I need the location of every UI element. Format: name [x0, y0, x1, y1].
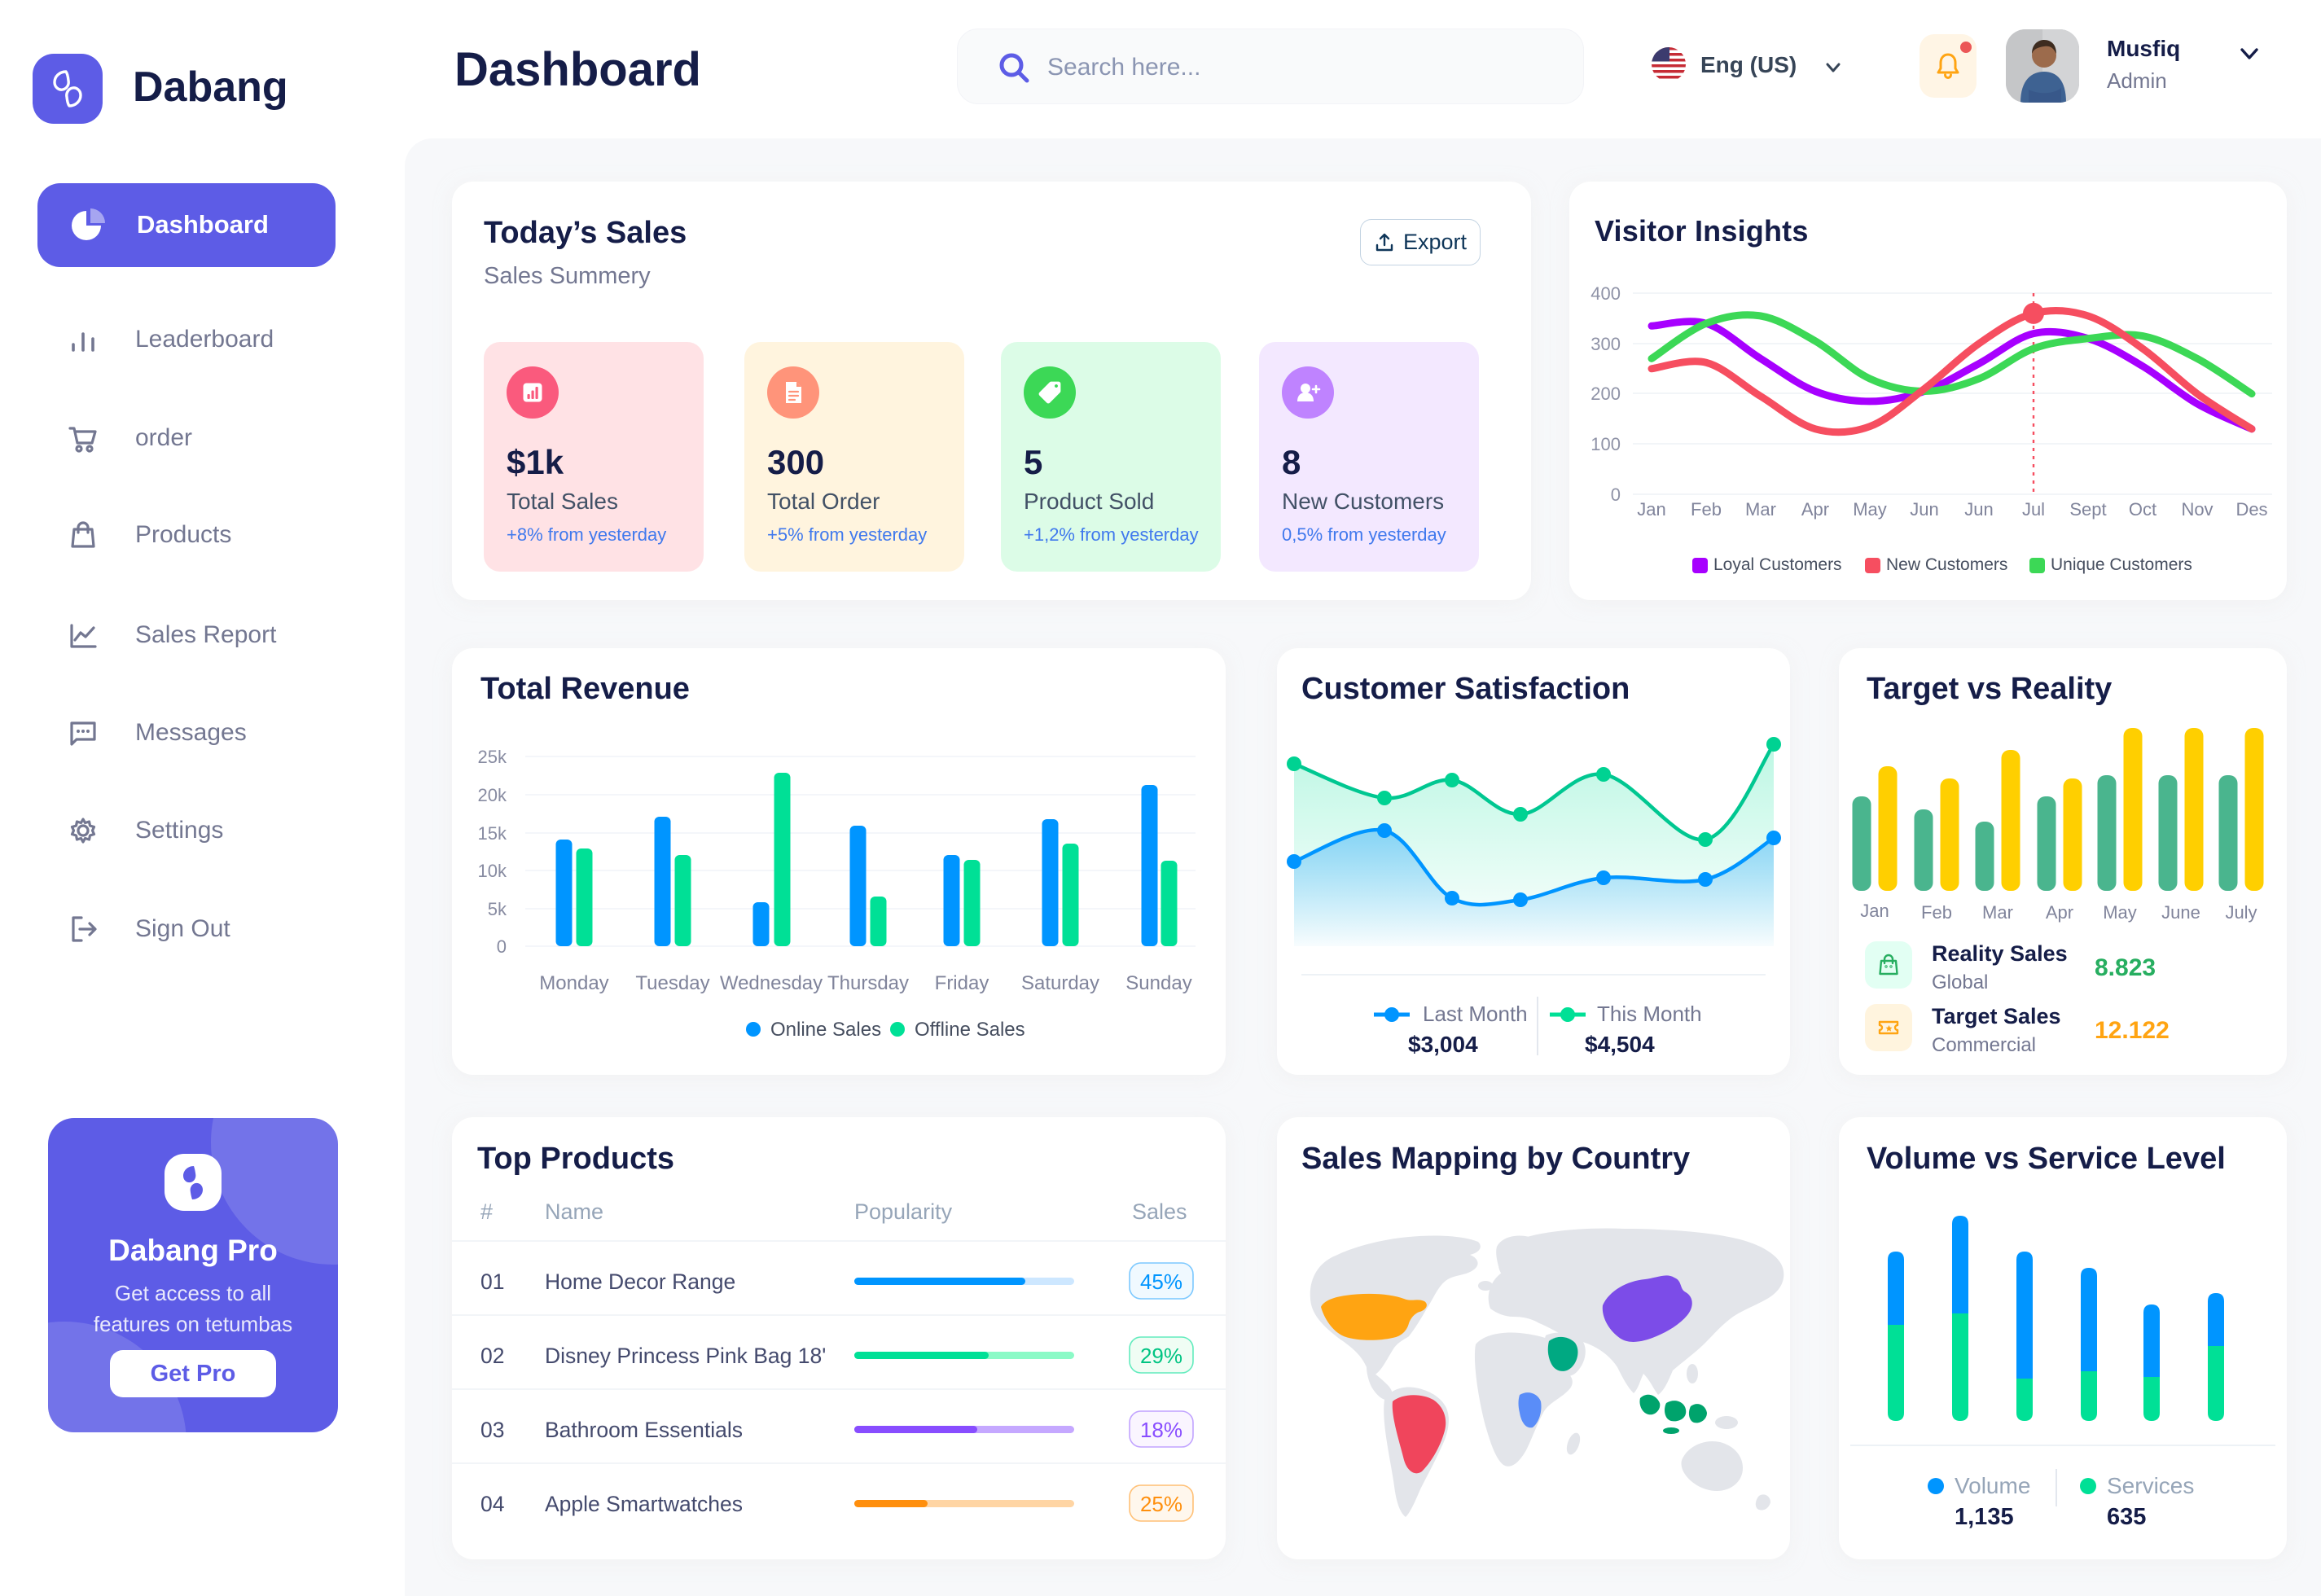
- svg-text:Loyal Customers: Loyal Customers: [1713, 555, 1842, 574]
- svg-text:03: 03: [480, 1418, 504, 1442]
- svg-text:Jul: Jul: [2022, 499, 2045, 520]
- svg-text:Sept: Sept: [2069, 499, 2106, 520]
- svg-text:0: 0: [497, 936, 507, 957]
- svg-text:Unique Customers: Unique Customers: [2051, 555, 2192, 574]
- svg-text:635: 635: [2107, 1504, 2146, 1530]
- svg-text:Name: Name: [545, 1199, 603, 1224]
- svg-text:Sales: Sales: [1132, 1199, 1187, 1224]
- svg-text:Disney Princess Pink Bag 18': Disney Princess Pink Bag 18': [545, 1344, 826, 1368]
- svg-text:45%: 45%: [1140, 1269, 1182, 1294]
- svg-text:Total Revenue: Total Revenue: [480, 672, 690, 706]
- svg-text:01: 01: [480, 1269, 504, 1294]
- svg-text:Bathroom Essentials: Bathroom Essentials: [545, 1418, 743, 1442]
- svg-text:Saturday: Saturday: [1021, 972, 1099, 994]
- svg-text:Popularity: Popularity: [854, 1199, 953, 1224]
- svg-text:Last Month: Last Month: [1423, 1002, 1528, 1026]
- svg-text:Apr: Apr: [1801, 499, 1829, 520]
- svg-text:Mar: Mar: [1745, 499, 1776, 520]
- svg-text:20k: 20k: [478, 785, 507, 805]
- svg-text:Home Decor Range: Home Decor Range: [545, 1269, 735, 1294]
- svg-text:Sunday: Sunday: [1125, 972, 1191, 994]
- svg-text:May: May: [2103, 902, 2137, 923]
- svg-text:$3,004: $3,004: [1408, 1032, 1478, 1057]
- svg-text:Apple Smartwatches: Apple Smartwatches: [545, 1492, 743, 1516]
- svg-text:Online Sales: Online Sales: [770, 1019, 881, 1041]
- svg-text:5k: 5k: [488, 899, 507, 919]
- svg-text:Des: Des: [2235, 499, 2267, 520]
- svg-text:Target vs Reality: Target vs Reality: [1867, 672, 2112, 706]
- svg-text:Thursday: Thursday: [827, 972, 909, 994]
- svg-text:June: June: [2161, 902, 2200, 923]
- svg-text:Monday: Monday: [539, 972, 608, 994]
- svg-text:Wednesday: Wednesday: [720, 972, 823, 994]
- svg-text:1,135: 1,135: [1955, 1504, 2014, 1530]
- svg-text:10k: 10k: [478, 861, 507, 881]
- svg-text:Jun: Jun: [1910, 499, 1938, 520]
- svg-text:May: May: [1853, 499, 1887, 520]
- svg-text:15k: 15k: [478, 823, 507, 844]
- svg-text:Oct: Oct: [2129, 499, 2156, 520]
- svg-text:04: 04: [480, 1492, 504, 1516]
- svg-text:Jun: Jun: [1964, 499, 1993, 520]
- svg-text:25k: 25k: [478, 747, 507, 767]
- svg-text:Friday: Friday: [935, 972, 989, 994]
- svg-text:Jan: Jan: [1860, 901, 1889, 921]
- svg-text:0: 0: [1611, 484, 1621, 505]
- svg-text:Volume: Volume: [1955, 1473, 2030, 1498]
- svg-text:New Customers: New Customers: [1886, 555, 2007, 574]
- svg-text:Apr: Apr: [2046, 902, 2073, 923]
- svg-text:Tuesday: Tuesday: [635, 972, 709, 994]
- svg-text:$4,504: $4,504: [1585, 1032, 1655, 1057]
- svg-text:#: #: [480, 1199, 493, 1224]
- svg-text:400: 400: [1590, 283, 1621, 304]
- svg-text:02: 02: [480, 1344, 504, 1368]
- svg-text:300: 300: [1590, 334, 1621, 354]
- svg-text:Offline Sales: Offline Sales: [915, 1019, 1025, 1041]
- svg-text:Mar: Mar: [1982, 902, 2013, 923]
- svg-text:This Month: This Month: [1597, 1002, 1702, 1026]
- svg-text:25%: 25%: [1140, 1492, 1182, 1516]
- svg-text:100: 100: [1590, 434, 1621, 454]
- svg-text:July: July: [2225, 902, 2257, 923]
- svg-text:Feb: Feb: [1691, 499, 1722, 520]
- svg-text:18%: 18%: [1140, 1418, 1182, 1442]
- svg-text:Nov: Nov: [2181, 499, 2213, 520]
- svg-text:200: 200: [1590, 384, 1621, 404]
- svg-text:Jan: Jan: [1637, 499, 1665, 520]
- svg-text:29%: 29%: [1140, 1344, 1182, 1368]
- svg-text:Services: Services: [2107, 1473, 2194, 1498]
- svg-text:Customer Satisfaction: Customer Satisfaction: [1301, 672, 1630, 706]
- svg-text:Feb: Feb: [1921, 902, 1952, 923]
